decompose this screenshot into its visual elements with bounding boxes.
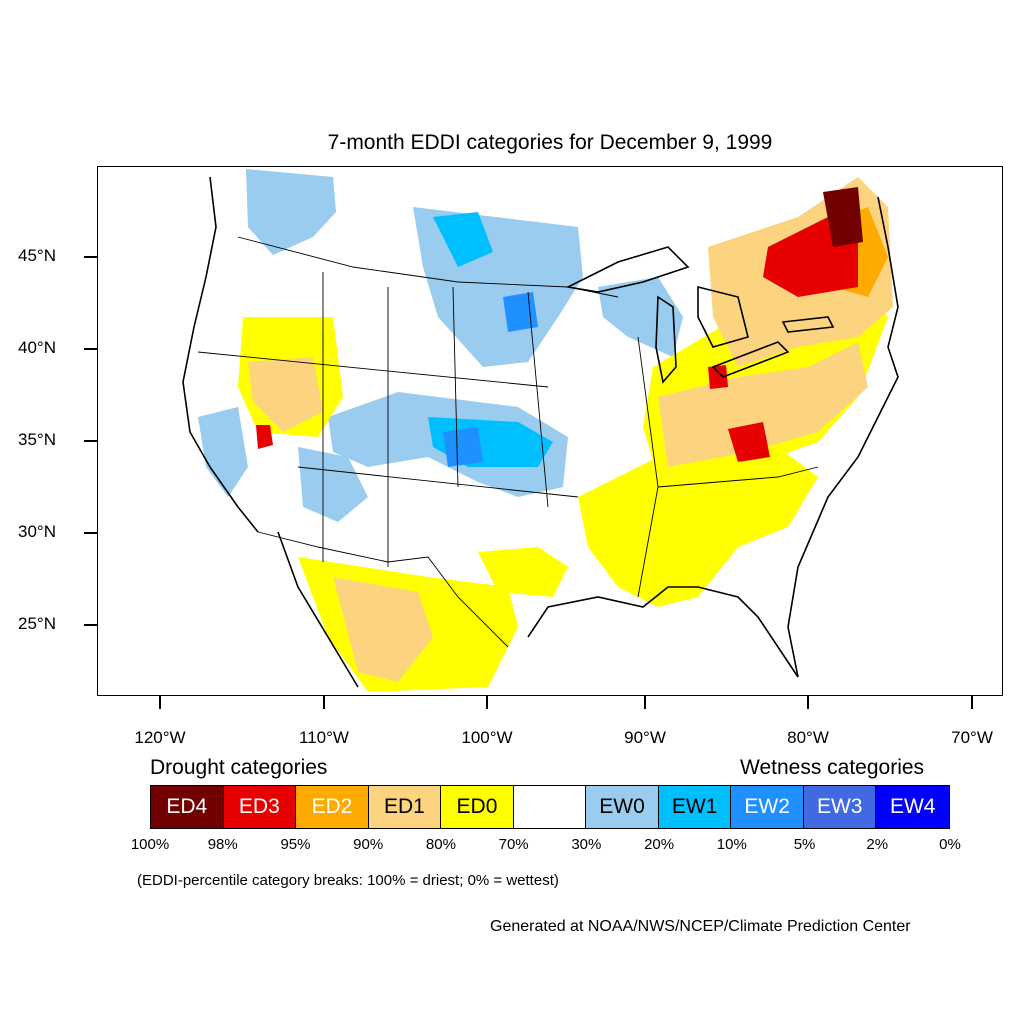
percent-break-label: 100% — [130, 836, 170, 853]
lon-tick-110 — [323, 696, 325, 709]
state-line-6 — [297, 466, 579, 498]
category-note: (EDDI-percentile category breaks: 100% =… — [137, 872, 559, 889]
wetness-categories-heading: Wetness categories — [740, 756, 925, 779]
ew1-north-dakota — [433, 212, 493, 267]
percent-break-label: 0% — [939, 836, 961, 853]
ed1-great-basin — [248, 357, 323, 432]
lat-tick-30 — [84, 532, 97, 534]
state-borders — [197, 236, 819, 648]
state-line-8 — [657, 466, 819, 488]
percent-break-label: 95% — [280, 836, 311, 853]
lat-label-30: 30°N — [18, 522, 56, 541]
percent-break-label: 98% — [207, 836, 238, 853]
lon-tick-90 — [644, 696, 646, 709]
percent-break-label: 10% — [716, 836, 747, 853]
lake-michigan — [655, 295, 677, 384]
lat-label-45: 45°N — [18, 246, 56, 265]
coastlines — [182, 176, 899, 688]
map-title: 7-month EDDI categories for December 9, … — [327, 131, 773, 154]
ed3-nevada — [256, 425, 273, 449]
ew2-dakota-core — [503, 292, 538, 332]
ew2-kansas-core — [443, 427, 483, 467]
legend-swatch-ed4: ED4 — [151, 786, 224, 828]
ed1-mexico — [333, 577, 433, 682]
legend-swatch-ed0: ED0 — [441, 786, 514, 828]
percent-break-label: 90% — [353, 836, 384, 853]
wet-regions — [198, 169, 683, 522]
percent-break-label: 70% — [498, 836, 529, 853]
state-line-5 — [197, 351, 549, 388]
state-line-3 — [452, 286, 459, 488]
lat-tick-40 — [84, 348, 97, 350]
lake-ontario — [781, 316, 835, 333]
great-lakes — [565, 246, 835, 384]
lat-tick-45 — [84, 256, 97, 258]
dry-regions — [238, 177, 893, 692]
map-panel — [97, 166, 1003, 696]
lon-label-110: 110°W — [299, 728, 349, 747]
ew0-arizona — [298, 447, 368, 522]
us-mexico-border — [257, 531, 509, 648]
ew0-pacific-nw — [246, 169, 336, 255]
lon-label-80: 80°W — [787, 728, 829, 747]
lon-tick-80 — [807, 696, 809, 709]
credit-line: Generated at NOAA/NWS/NCEP/Climate Predi… — [490, 918, 911, 935]
lat-tick-25 — [84, 624, 97, 626]
lat-label-40: 40°N — [18, 338, 56, 357]
percent-break-label: 20% — [644, 836, 675, 853]
lon-label-90: 90°W — [624, 728, 666, 747]
gulf-coast — [527, 586, 799, 678]
ed3-michigan — [708, 365, 728, 389]
percent-break-label: 2% — [866, 836, 889, 853]
conus-eddi-map — [182, 169, 899, 692]
category-legend: ED4 ED3 ED2 ED1 ED0 EW0 EW1 EW2 EW3 EW4 — [150, 785, 950, 829]
lon-label-70: 70°W — [951, 728, 993, 747]
ew0-ca-coast — [198, 407, 248, 497]
lon-label-100: 100°W — [461, 728, 513, 747]
legend-swatch-ed1: ED1 — [368, 786, 442, 828]
legend-swatch-ew1: EW1 — [658, 786, 732, 828]
lat-label-25: 25°N — [18, 614, 56, 633]
state-line-4 — [527, 291, 549, 508]
ed4-quebec — [823, 187, 863, 247]
lon-tick-120 — [159, 696, 161, 709]
ed0-texas — [478, 547, 568, 597]
legend-swatch-ew0: EW0 — [586, 786, 659, 828]
legend-swatch-neutral — [513, 786, 587, 828]
us-west-coast — [182, 176, 259, 533]
legend-swatch-ew2: EW2 — [731, 786, 804, 828]
ew0-great-lakes-west — [598, 277, 683, 357]
lat-label-35: 35°N — [18, 430, 56, 449]
lon-label-120: 120°W — [134, 728, 186, 747]
lon-tick-70 — [971, 696, 973, 709]
percent-break-label: 80% — [425, 836, 456, 853]
ew0-northern-plains — [413, 207, 583, 367]
east-coast — [787, 196, 899, 678]
legend-swatch-ew4: EW4 — [876, 786, 950, 828]
percent-break-label: 5% — [793, 836, 816, 853]
legend-swatch-ed3: ED3 — [223, 786, 297, 828]
lake-superior — [565, 246, 690, 293]
ed0-southeast — [578, 447, 818, 607]
percent-break-label: 30% — [571, 836, 602, 853]
lon-tick-100 — [486, 696, 488, 709]
lat-tick-35 — [84, 440, 97, 442]
drought-categories-heading: Drought categories — [150, 756, 328, 779]
legend-swatch-ew3: EW3 — [803, 786, 877, 828]
legend-swatch-ed2: ED2 — [296, 786, 369, 828]
ed1-ohio-valley — [658, 342, 868, 467]
lake-erie — [711, 341, 790, 378]
ed3-kentucky — [728, 422, 770, 462]
lake-huron — [697, 285, 749, 348]
mexico-pacific-coast — [277, 531, 359, 688]
